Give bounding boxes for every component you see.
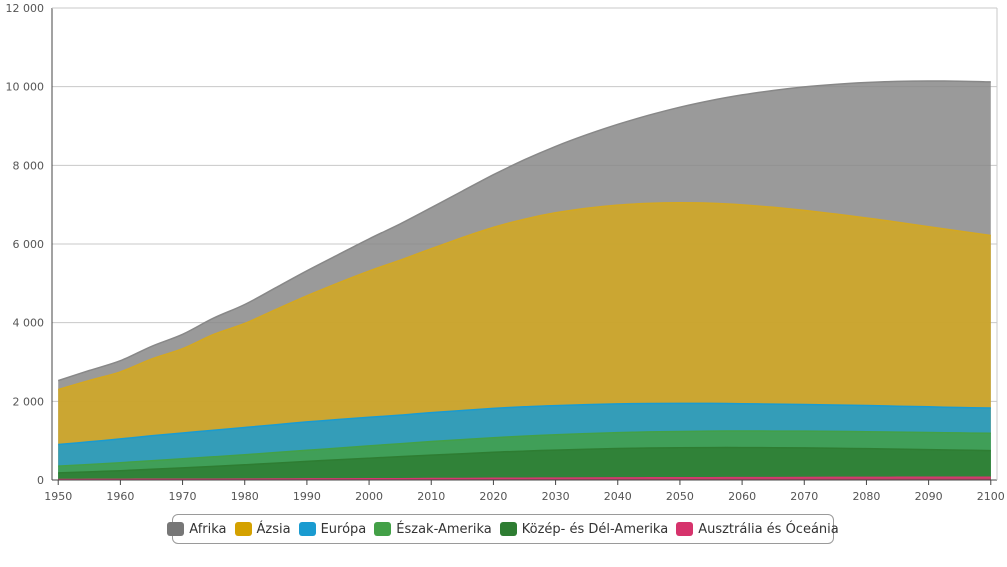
y-tick-label: 8 000 xyxy=(13,159,45,172)
series-line xyxy=(57,80,991,382)
legend-label: Ázsia xyxy=(256,521,291,537)
y-tick-label: 10 000 xyxy=(6,81,45,94)
legend-item[interactable]: Közép- és Dél-Amerika xyxy=(499,521,669,537)
x-tick-label: 2040 xyxy=(604,490,632,503)
x-tick-label: 2100 xyxy=(977,490,1005,503)
x-tick-label: 1980 xyxy=(231,490,259,503)
legend-item[interactable]: Afrika xyxy=(167,521,227,537)
axes: 0 2 000 4 000 6 000 8 000 10 000 12 000 1950 196… xyxy=(6,2,1005,503)
x-tick-label: 1950 xyxy=(44,490,72,503)
x-tick-label: 2090 xyxy=(915,490,943,503)
y-tick-label: 12 000 xyxy=(6,2,45,15)
legend-label: Közép- és Dél-Amerika xyxy=(521,521,669,537)
legend: Afrika Ázsia Európa Észak-Amerika Közép- és … xyxy=(167,514,839,544)
x-tick-label: 2010 xyxy=(417,490,445,503)
x-tick-label: 2070 xyxy=(790,490,818,503)
y-tick-label: 6 000 xyxy=(13,238,45,251)
x-tick-label: 1960 xyxy=(106,490,134,503)
y-tick-label: 2 000 xyxy=(13,395,45,408)
legend-item[interactable]: Ausztrália és Óceánia xyxy=(676,522,839,537)
series-line xyxy=(57,202,991,391)
legend-label: Észak-Amerika xyxy=(396,521,492,537)
series-line xyxy=(58,446,991,474)
legend-label: Ausztrália és Óceánia xyxy=(698,521,839,537)
areas xyxy=(57,80,991,481)
x-tick-label: 2060 xyxy=(728,490,756,503)
legend-item[interactable]: Észak-Amerika xyxy=(374,522,492,537)
legend-swatch xyxy=(676,522,694,536)
legend-label: Afrika xyxy=(189,521,227,537)
legend-swatch xyxy=(374,522,392,536)
legend-swatch xyxy=(499,522,517,536)
x-tick-label: 2020 xyxy=(479,490,507,503)
legend-swatch xyxy=(234,522,252,536)
legend-swatch xyxy=(167,522,185,536)
legend-item[interactable]: Ázsia xyxy=(234,521,291,537)
series-line xyxy=(58,402,991,446)
series-line xyxy=(58,476,991,481)
x-tick-label: 1990 xyxy=(293,490,321,503)
legend-label: Európa xyxy=(320,521,367,537)
y-tick-label: 4 000 xyxy=(13,317,45,330)
y-tick-label: 0 xyxy=(37,474,44,487)
x-tick-label: 2050 xyxy=(666,490,694,503)
x-tick-label: 1970 xyxy=(169,490,197,503)
x-tick-label: 2000 xyxy=(355,490,383,503)
x-tick-label: 2080 xyxy=(852,490,880,503)
legend-swatch xyxy=(298,522,316,536)
x-tick-label: 2030 xyxy=(542,490,570,503)
series-line xyxy=(58,430,991,467)
area-közép-és-dél-amerika xyxy=(58,447,991,480)
legend-item[interactable]: Európa xyxy=(298,521,367,537)
